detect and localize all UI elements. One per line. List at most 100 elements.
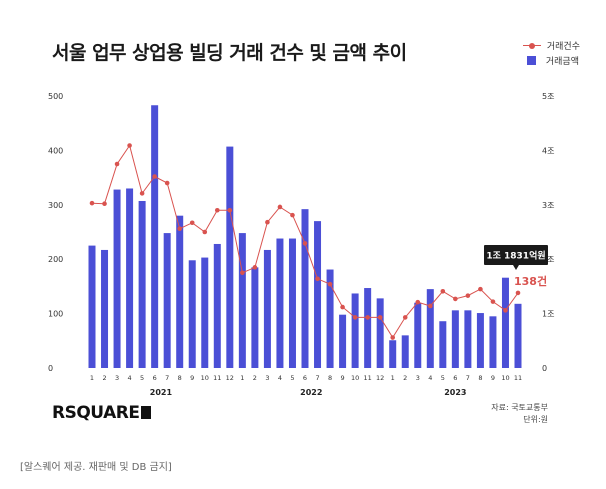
bar (163, 233, 171, 368)
x-tick-label: 1 (240, 374, 244, 382)
x-tick-label: 10 (201, 374, 209, 382)
x-tick-label: 2 (102, 374, 106, 382)
bar (213, 243, 221, 368)
x-tick-label: 1 (90, 374, 94, 382)
bar (288, 238, 296, 368)
bar (501, 277, 509, 368)
bar (301, 209, 309, 368)
line-point (290, 212, 295, 218)
line-point (503, 308, 508, 313)
line-point (453, 296, 458, 302)
y-left-tick-label: 300 (48, 201, 63, 210)
bar (489, 316, 497, 368)
x-tick-label: 5 (441, 374, 445, 382)
line-point (265, 219, 270, 225)
bar (339, 314, 347, 368)
logo-mark-icon (141, 406, 152, 419)
bar (101, 249, 109, 368)
bar (176, 215, 184, 368)
x-tick-label: 7 (315, 374, 319, 382)
x-tick-label: 3 (115, 374, 119, 382)
x-tick-label: 10 (351, 374, 359, 382)
amount-callout-box (484, 245, 548, 265)
line-point (139, 191, 145, 196)
x-tick-label: 1 (391, 374, 395, 382)
bar (314, 221, 322, 368)
line-point (240, 270, 245, 276)
y-left-tick-label: 500 (48, 92, 63, 101)
bar (451, 310, 459, 368)
y-left-tick-label: 0 (48, 364, 53, 373)
chart-card: 서울 업무 상업용 빌딩 거래 건수 및 금액 추이 거래건수 거래금액 0 10… (48, 38, 580, 426)
legend-label-amount: 거래금액 (545, 57, 579, 67)
line-point (427, 303, 433, 309)
y-left-tick-label: 400 (48, 146, 63, 155)
bar (464, 310, 472, 368)
line-point (315, 276, 320, 282)
bar (326, 269, 334, 368)
legend-label-count: 거래건수 (546, 42, 580, 52)
line-point (340, 304, 345, 310)
year-label: 2021 (150, 388, 173, 397)
line-point (277, 204, 283, 210)
bar (376, 298, 384, 368)
line-point (114, 161, 120, 167)
line-point (390, 335, 396, 340)
line-point (415, 299, 421, 305)
bar (138, 200, 146, 368)
legend-item-count: 거래건수 (522, 38, 580, 53)
rsquare-logo: RSQUARE (52, 403, 152, 423)
x-tick-label: 12 (376, 374, 384, 382)
x-tick-label: 11 (213, 374, 221, 382)
bar (201, 257, 209, 368)
y-right-tick-label: 1조 (542, 310, 554, 319)
line-point (352, 315, 358, 320)
amount-callout-pointer (513, 265, 519, 270)
x-tick-label: 8 (328, 374, 332, 382)
year-label: 2023 (444, 388, 466, 397)
bar (238, 233, 246, 368)
bar (351, 293, 359, 368)
footer-note: [알스퀘어 제공. 재판매 및 DB 금지] (20, 462, 172, 473)
line-point (214, 207, 220, 213)
x-tick-label: 7 (466, 374, 470, 382)
year-label: 2022 (300, 388, 322, 397)
x-tick-label: 11 (514, 374, 522, 382)
x-tick-label: 9 (491, 374, 495, 382)
x-tick-label: 9 (190, 374, 194, 382)
bar (364, 288, 372, 368)
bar (88, 245, 96, 368)
amount-callout-label: 1조 1831억원 (486, 250, 545, 262)
legend: 거래건수 거래금액 (522, 38, 580, 68)
x-tick-label: 8 (478, 374, 482, 382)
legend-item-amount: 거래금액 (523, 53, 580, 68)
x-tick-label: 12 (226, 374, 234, 382)
bar (226, 146, 234, 368)
x-tick-label: 5 (140, 374, 144, 382)
bar (276, 238, 284, 368)
line-point (402, 315, 408, 320)
bar (188, 260, 196, 368)
line-point (365, 315, 370, 320)
x-tick-label: 6 (153, 374, 157, 382)
source-note: 자료: 국토교통부 단위:원 (491, 402, 548, 426)
x-tick-label: 6 (303, 374, 307, 382)
y-right-tick-label: 3조 (542, 201, 554, 210)
unit-line: 단위:원 (523, 415, 548, 424)
bar (426, 289, 434, 368)
x-tick-label: 4 (428, 374, 432, 382)
bar-legend-icon (526, 56, 536, 65)
line-point (102, 201, 107, 207)
line-point (252, 265, 258, 270)
line-point (152, 174, 157, 179)
line-point (515, 290, 521, 296)
bar (389, 340, 397, 368)
y-left-tick-label: 100 (48, 310, 63, 319)
x-tick-label: 5 (290, 374, 294, 382)
line-point (89, 200, 95, 206)
bar (263, 249, 271, 368)
source-line: 자료: 국토교통부 (491, 403, 548, 412)
y-right-tick-label: 2조 (542, 255, 554, 264)
x-tick-label: 4 (278, 374, 282, 382)
